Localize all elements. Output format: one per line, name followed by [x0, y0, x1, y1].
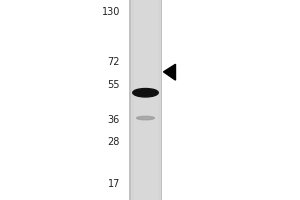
Bar [134, 0, 158, 200]
Text: 130: 130 [102, 7, 120, 17]
Text: 28: 28 [108, 137, 120, 147]
Ellipse shape [133, 89, 158, 97]
Text: 36: 36 [108, 115, 120, 125]
Ellipse shape [136, 116, 154, 120]
Bar [129, 0, 162, 200]
Text: 55: 55 [107, 80, 120, 90]
Polygon shape [164, 64, 175, 80]
Text: 72: 72 [107, 57, 120, 67]
Text: 17: 17 [108, 179, 120, 189]
Bar [130, 0, 160, 200]
